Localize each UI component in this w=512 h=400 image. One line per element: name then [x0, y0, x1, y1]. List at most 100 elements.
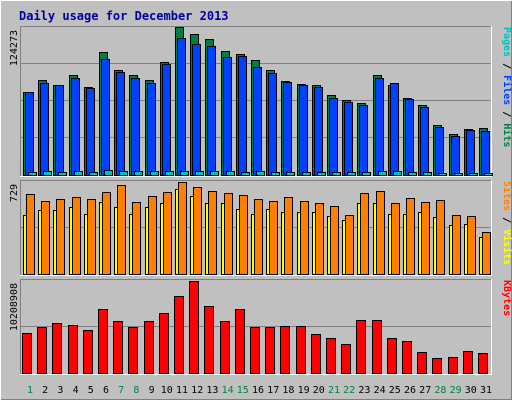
bar-pages-day-28 — [438, 173, 447, 176]
bar-files-day-17 — [268, 73, 277, 176]
bar-pages-day-10 — [165, 171, 174, 176]
bar-files-day-4 — [71, 78, 80, 176]
bar-sites-day-28 — [436, 200, 445, 275]
bar-sites-day-24 — [376, 191, 385, 275]
x-tick-day-26: 26 — [404, 385, 416, 396]
series-label-part: KBytes — [501, 280, 512, 316]
y-max-label: 124273 — [9, 30, 20, 66]
bar-sites-day-30 — [467, 216, 476, 275]
bar-pages-day-22 — [347, 172, 356, 176]
bar-files-day-8 — [131, 78, 140, 176]
series-label-part: Pages — [501, 27, 512, 57]
bar-kbytes-day-26 — [402, 341, 412, 374]
plot-border-dark — [20, 279, 492, 375]
bar-kbytes-day-14 — [220, 321, 230, 374]
bar-pages-day-21 — [332, 172, 341, 176]
bar-files-day-14 — [223, 57, 232, 176]
x-tick-day-8: 8 — [133, 385, 139, 396]
x-tick-day-6: 6 — [103, 385, 109, 396]
bar-kbytes-day-17 — [265, 327, 275, 374]
bar-sites-day-29 — [452, 215, 461, 275]
x-axis-ticks: 1 2 3 4 5 6 7 8 9 10 11 12 13 14 15 16 17 18 19 20 21 22 23 24 2… — [27, 385, 492, 396]
bar-files-day-13 — [207, 46, 216, 176]
bar-pages-day-24 — [378, 171, 387, 176]
series-label-part: Sites — [501, 181, 512, 211]
bar-sites-day-13 — [208, 191, 217, 275]
bar-kbytes-day-22 — [341, 344, 351, 374]
bar-pages-day-12 — [195, 171, 204, 176]
x-tick-day-11: 11 — [176, 385, 188, 396]
bar-sites-day-23 — [360, 193, 369, 275]
bar-kbytes-day-20 — [311, 334, 321, 374]
bar-files-day-16 — [253, 67, 262, 176]
x-tick-day-19: 19 — [298, 385, 310, 396]
bar-sites-day-10 — [163, 192, 172, 275]
bar-pages-day-29 — [454, 173, 463, 176]
bar-files-day-5 — [86, 88, 95, 176]
chart-panels: 124273 Pages / Files / Hits 729 Sites / Vis… — [9, 26, 512, 375]
bar-sites-day-31 — [482, 232, 491, 275]
bar-kbytes-day-5 — [83, 330, 93, 374]
plot-border-light — [20, 180, 492, 276]
series-kbytes — [22, 281, 488, 374]
bar-files-day-10 — [162, 64, 171, 176]
x-tick-day-16: 16 — [252, 385, 264, 396]
x-tick-day-7: 7 — [118, 385, 124, 396]
bar-kbytes-day-15 — [235, 309, 245, 374]
x-tick-day-24: 24 — [374, 385, 386, 396]
bar-files-day-6 — [101, 59, 110, 176]
x-tick-day-30: 30 — [465, 385, 477, 396]
bar-sites-day-19 — [300, 201, 309, 275]
bar-sites-day-17 — [269, 201, 278, 275]
bar-sites-day-22 — [345, 215, 354, 275]
bar-sites-day-15 — [239, 195, 248, 275]
panel-3: 10208908 KBytes — [9, 279, 512, 375]
bar-files-day-30 — [466, 130, 475, 176]
bar-sites-day-7 — [117, 185, 126, 275]
bar-files-day-27 — [420, 107, 429, 176]
bar-pages-day-9 — [150, 171, 159, 176]
bar-sites-day-25 — [391, 203, 400, 275]
bar-sites-day-5 — [87, 199, 96, 275]
bar-kbytes-day-9 — [144, 321, 154, 374]
bar-sites-day-27 — [421, 202, 430, 275]
bar-pages-day-2 — [43, 171, 52, 176]
series-files — [25, 38, 490, 176]
bar-pages-day-13 — [210, 171, 219, 176]
bar-kbytes-day-1 — [22, 333, 32, 374]
plot-border-dark — [20, 26, 492, 177]
x-tick-day-23: 23 — [358, 385, 370, 396]
bar-files-day-1 — [25, 92, 34, 176]
bar-files-day-9 — [147, 83, 156, 176]
bar-files-day-20 — [314, 87, 323, 176]
x-tick-day-4: 4 — [73, 385, 79, 396]
series-label-part: / — [501, 211, 512, 229]
bar-files-day-7 — [116, 72, 125, 176]
chart-title: Daily usage for December 2013 — [19, 9, 229, 23]
bar-files-day-2 — [40, 83, 49, 176]
bar-kbytes-day-29 — [448, 357, 458, 374]
x-tick-day-25: 25 — [389, 385, 401, 396]
bar-kbytes-day-3 — [52, 323, 62, 374]
bar-pages-day-11 — [180, 171, 189, 176]
x-tick-day-22: 22 — [343, 385, 355, 396]
x-tick-day-1: 1 — [27, 385, 33, 396]
series-label-part: Visits — [501, 229, 512, 265]
bar-pages-day-1 — [28, 172, 37, 176]
bar-kbytes-day-18 — [280, 326, 290, 374]
series-pages — [28, 170, 493, 176]
bar-kbytes-day-28 — [432, 358, 442, 374]
y-max-label: 729 — [9, 184, 20, 202]
x-tick-day-18: 18 — [282, 385, 294, 396]
x-tick-day-13: 13 — [206, 385, 218, 396]
bar-kbytes-day-23 — [356, 320, 366, 374]
x-tick-day-20: 20 — [313, 385, 325, 396]
x-tick-day-17: 17 — [267, 385, 279, 396]
bar-kbytes-day-31 — [478, 353, 488, 374]
bar-kbytes-day-12 — [189, 281, 199, 374]
bar-sites-day-18 — [284, 197, 293, 275]
bar-pages-day-26 — [408, 172, 417, 176]
bar-pages-day-19 — [302, 172, 311, 176]
bar-sites-day-16 — [254, 199, 263, 275]
bar-pages-day-31 — [484, 173, 493, 176]
